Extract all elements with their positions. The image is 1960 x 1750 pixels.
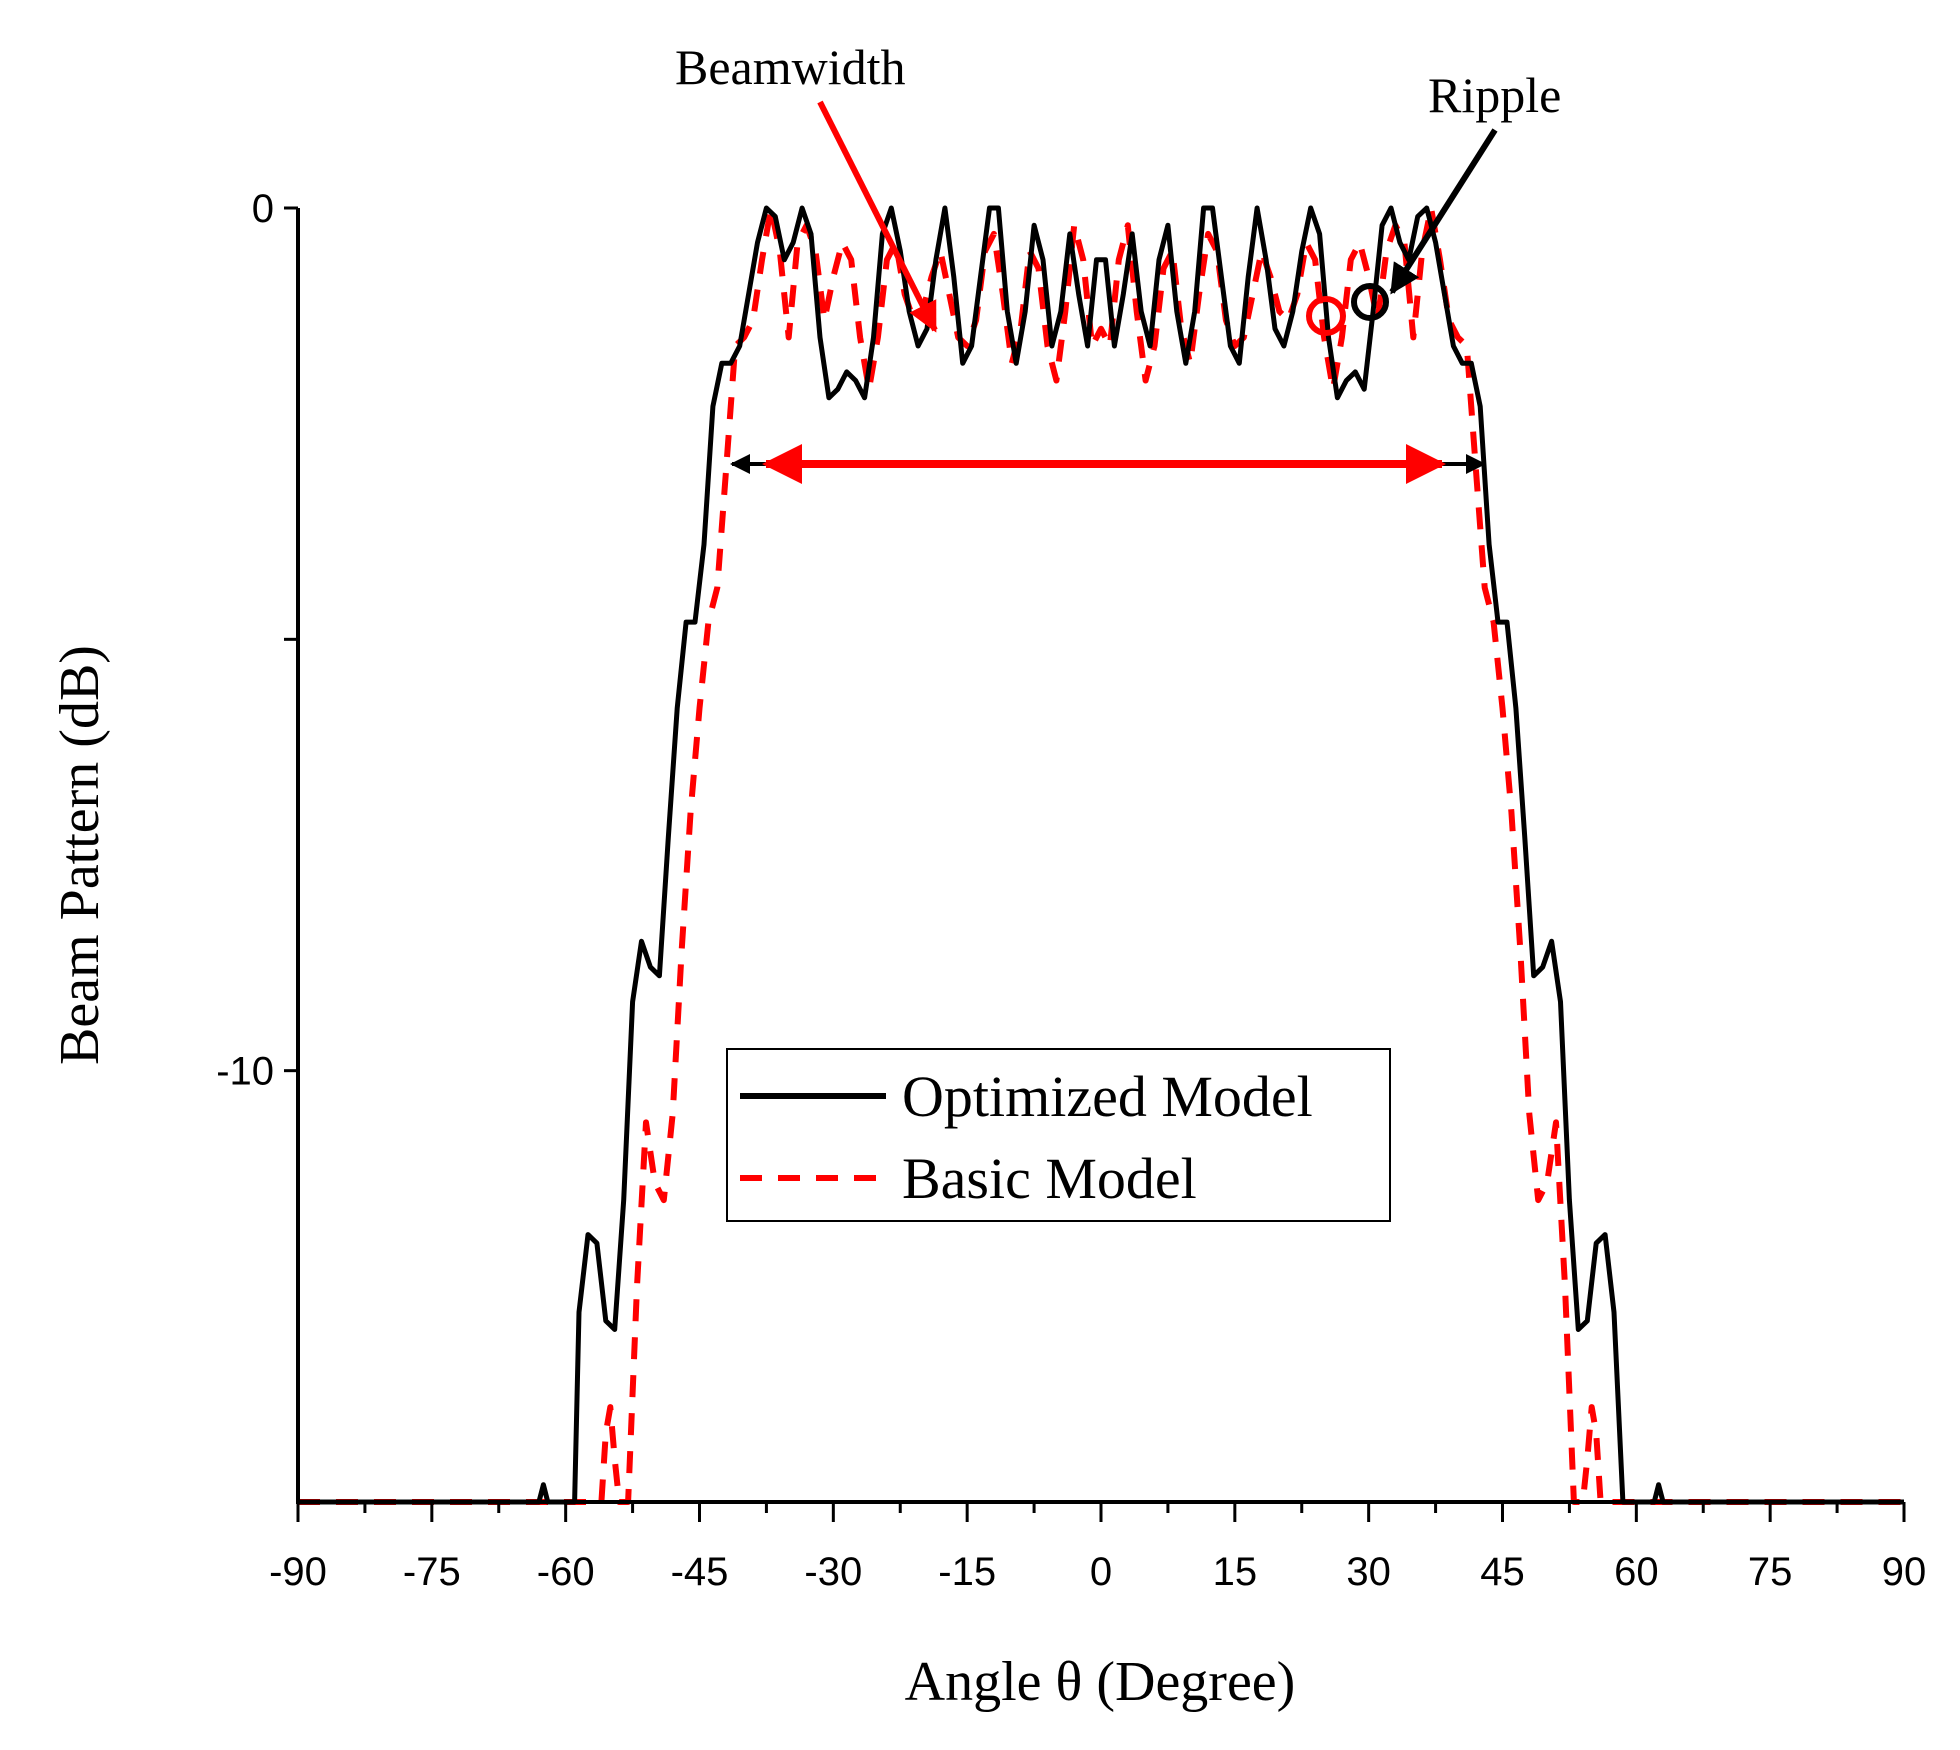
ripple-marker-optimized bbox=[1351, 283, 1389, 321]
annotation-ripple: Ripple bbox=[1428, 67, 1561, 123]
series-line-basic-model bbox=[298, 205, 1904, 1505]
y-axis-title: Beam Pattern (dB) bbox=[49, 645, 111, 1065]
x-tick-label: -60 bbox=[537, 1550, 595, 1594]
x-tick-label: 75 bbox=[1748, 1550, 1793, 1594]
legend: Optimized Model Basic Model bbox=[726, 1048, 1391, 1222]
x-tick-label: -75 bbox=[403, 1550, 461, 1594]
x-tick-label: -15 bbox=[938, 1550, 996, 1594]
series-layer bbox=[298, 205, 1904, 1505]
x-tick-label: 60 bbox=[1614, 1550, 1659, 1594]
plot-area bbox=[298, 205, 1904, 1505]
legend-label-optimized: Optimized Model bbox=[902, 1064, 1313, 1129]
ripple-marker-basic bbox=[1306, 296, 1346, 336]
x-tick-label: -90 bbox=[269, 1550, 327, 1594]
legend-label-basic: Basic Model bbox=[902, 1146, 1197, 1211]
x-tick-label: 15 bbox=[1213, 1550, 1258, 1594]
x-tick-label: 90 bbox=[1882, 1550, 1927, 1594]
series-line-optimized-model bbox=[298, 205, 1904, 1505]
legend-box bbox=[726, 1048, 1391, 1222]
y-ticks: 0 -10 bbox=[216, 187, 298, 1094]
annotation-beamwidth: Beamwidth bbox=[675, 39, 906, 95]
ripple-pointer-arrow bbox=[1389, 128, 1498, 295]
x-ticks: -90 -75 -60 -45 -30 -15 0 15 30 45 60 75 90 bbox=[269, 1502, 1926, 1594]
x-tick-label: 30 bbox=[1346, 1550, 1391, 1594]
x-tick-label: 45 bbox=[1480, 1550, 1525, 1594]
annotations: Beamwidth Ripple bbox=[675, 39, 1561, 336]
x-axis-title: Angle θ (Degree) bbox=[905, 1651, 1296, 1713]
beamwidth-pointer-arrow bbox=[817, 100, 938, 333]
x-tick-label: -30 bbox=[804, 1550, 862, 1594]
y-tick-label: -10 bbox=[216, 1050, 274, 1094]
axes: -90 -75 -60 -45 -30 -15 0 15 30 45 60 75 90 0 -10 bbox=[216, 187, 1926, 1594]
x-tick-label: 0 bbox=[1090, 1550, 1112, 1594]
x-tick-label: -45 bbox=[671, 1550, 729, 1594]
y-tick-label: 0 bbox=[252, 187, 274, 231]
